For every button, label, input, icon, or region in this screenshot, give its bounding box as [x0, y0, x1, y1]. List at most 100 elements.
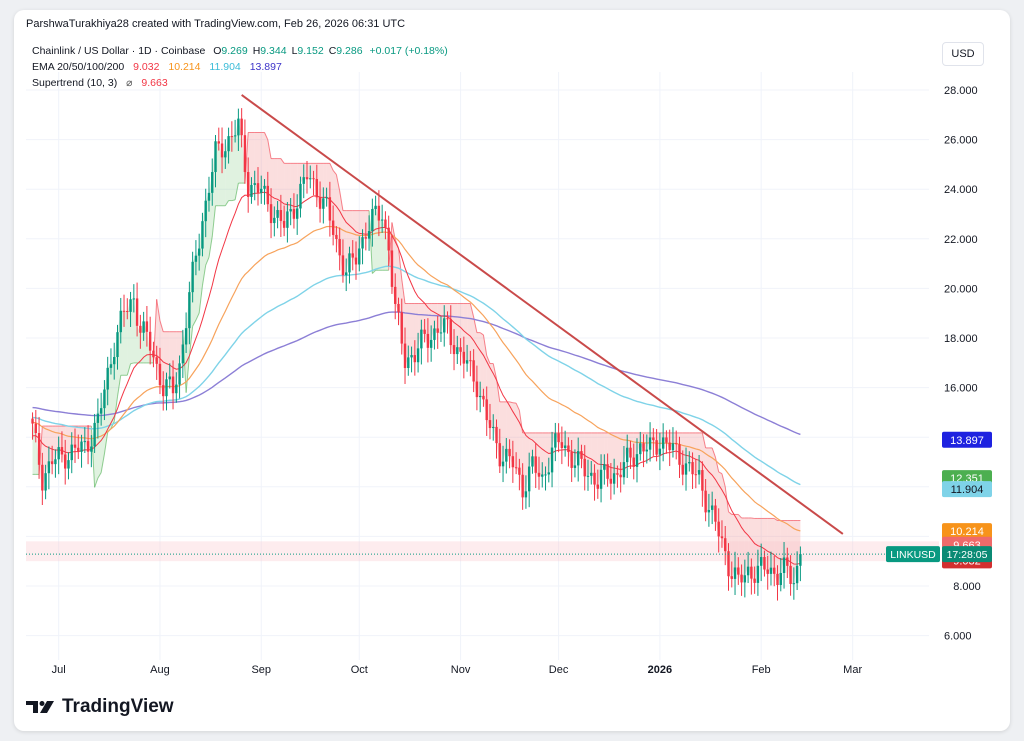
supertrend-line	[492, 363, 498, 379]
supertrend-line	[94, 477, 99, 488]
supertrend-fill	[297, 163, 301, 209]
candle-body	[384, 219, 387, 228]
supertrend-line	[113, 396, 118, 422]
supertrend-line	[159, 320, 164, 332]
candle-body	[34, 423, 38, 434]
candle-body	[116, 332, 119, 358]
candle-body	[756, 565, 760, 583]
candle-body	[217, 141, 220, 144]
candle-body	[691, 462, 694, 475]
candle-body	[276, 210, 279, 218]
supertrend-fill	[150, 350, 154, 363]
candle-body	[165, 379, 168, 397]
countdown-tag-label: 17:28:05	[947, 549, 988, 561]
supertrend-fill	[195, 248, 200, 321]
candle-body	[737, 567, 740, 575]
supertrend-fill	[218, 143, 223, 206]
candle-body	[616, 473, 619, 475]
candle-body	[710, 505, 714, 510]
supertrend-fill	[166, 331, 170, 380]
candle-body	[544, 474, 547, 476]
candle-body	[302, 177, 305, 184]
candle-body	[684, 463, 688, 475]
candle-body	[387, 227, 390, 251]
candle-body	[498, 443, 501, 467]
candle-body	[694, 474, 698, 476]
supertrend-fill	[588, 432, 592, 476]
candle-body	[377, 205, 381, 221]
currency-button[interactable]: USD	[942, 42, 984, 66]
candle-body	[472, 360, 475, 382]
supertrend-line	[515, 402, 520, 411]
candle-body	[201, 221, 204, 249]
candle-body	[122, 310, 126, 312]
candle-body	[750, 566, 753, 579]
candle-body	[632, 457, 635, 467]
supertrend-fill	[414, 303, 419, 363]
supertrend-line	[116, 375, 122, 397]
candle-body	[423, 329, 426, 334]
ema200-line	[32, 311, 801, 436]
supertrend-fill	[440, 303, 445, 333]
supertrend-fill	[130, 298, 134, 364]
candle-body	[521, 474, 524, 498]
candle-body	[286, 211, 289, 228]
supertrend-line	[371, 269, 376, 274]
candle-body	[537, 472, 541, 477]
candle-body	[367, 231, 371, 239]
y-tick-label: 24.000	[944, 184, 978, 196]
supertrend-line	[110, 421, 115, 429]
candle-body	[80, 441, 83, 452]
candle-body	[531, 456, 534, 467]
supertrend-fill	[124, 310, 128, 376]
candle-body	[626, 447, 629, 463]
candle-body	[233, 135, 237, 137]
candle-body	[753, 578, 756, 583]
candle-body	[273, 217, 276, 224]
candle-body	[573, 465, 577, 468]
candle-body	[557, 433, 560, 443]
legend-supertrend-row: Supertrend (10, 3) ⌀ 9.663	[32, 75, 448, 91]
candle-body	[207, 192, 211, 201]
candle-body	[142, 321, 145, 333]
supertrend-fill	[770, 518, 775, 574]
supertrend-line	[397, 247, 403, 280]
candle-body	[596, 484, 600, 489]
supertrend-fill	[493, 363, 497, 444]
candle-body	[456, 347, 459, 355]
candle-body	[390, 250, 394, 287]
supertrend-line	[332, 170, 337, 175]
eye-off-icon[interactable]: ⌀	[126, 77, 133, 89]
supertrend-line	[195, 312, 200, 321]
ohlc-h: H9.344	[252, 45, 287, 57]
candle-body	[485, 399, 488, 421]
candle-body	[246, 172, 250, 197]
candle-body	[740, 574, 743, 583]
candle-body	[41, 464, 44, 491]
supertrend-line	[339, 190, 344, 211]
candle-body	[488, 420, 492, 429]
candle-body	[31, 418, 34, 424]
candle-body	[639, 443, 642, 455]
candle-body	[580, 451, 583, 459]
candle-body	[135, 298, 139, 326]
candle-body	[361, 237, 364, 249]
candle-body	[253, 183, 256, 185]
candle-body	[505, 448, 508, 462]
supertrend-line	[335, 174, 341, 191]
candle-body	[312, 178, 315, 180]
supertrend-fill	[375, 205, 379, 271]
candle-body	[462, 351, 466, 364]
supertrend-fill	[231, 135, 236, 201]
ema200-value: 13.897	[249, 61, 282, 73]
price-chart[interactable]: 28.000 26.000 24.000 22.000 20.000 18.000 16.0…	[14, 10, 1010, 731]
candle-body	[266, 185, 269, 205]
y-tick-label: 20.000	[944, 283, 978, 295]
supertrend-fill	[767, 518, 771, 574]
candle-body	[345, 272, 348, 276]
price-badge-label: 11.904	[951, 484, 984, 496]
supertrend-line	[234, 183, 239, 200]
candle-body	[609, 478, 613, 484]
price-badge-label: 10.214	[950, 526, 984, 538]
supertrend-fill	[731, 514, 736, 579]
